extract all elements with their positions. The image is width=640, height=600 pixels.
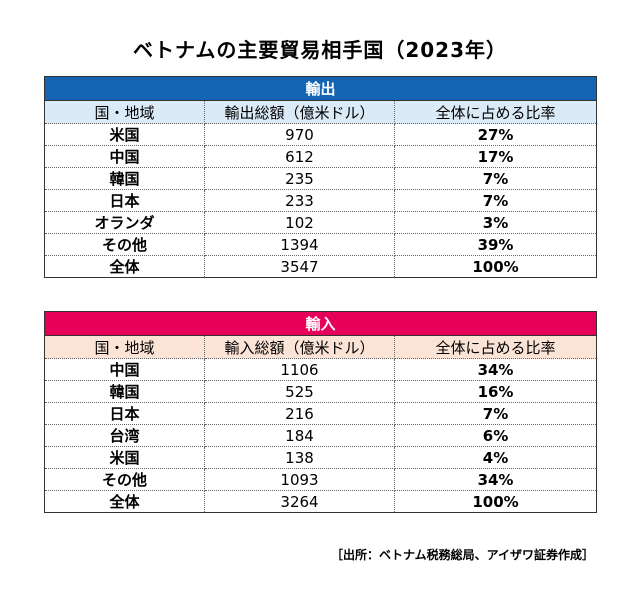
amount-cell: 216 — [204, 402, 395, 425]
column-header-region: 国・地域 — [44, 100, 205, 124]
country-cell: 韓国 — [44, 167, 205, 190]
country-cell: 米国 — [44, 446, 205, 469]
table-row: 中国 1106 34% — [44, 358, 598, 381]
column-header-region: 国・地域 — [44, 335, 205, 359]
amount-cell: 1394 — [204, 233, 395, 256]
amount-cell: 3547 — [204, 255, 395, 278]
table-row: 韓国 235 7% — [44, 167, 598, 190]
table-row: 台湾 184 6% — [44, 424, 598, 447]
import-section-header: 輸入 — [43, 311, 598, 336]
table-row: その他 1394 39% — [44, 233, 598, 256]
share-cell: 3% — [393, 211, 598, 234]
share-cell: 17% — [393, 145, 598, 168]
page-title: ベトナムの主要貿易相手国（2023年） — [132, 38, 508, 62]
import-column-header-row: 国・地域 輸入総額（億米ドル） 全体に占める比率 — [44, 335, 598, 359]
share-cell: 100% — [393, 490, 598, 513]
amount-cell: 612 — [204, 145, 395, 168]
amount-cell: 525 — [204, 380, 395, 403]
country-cell: 韓国 — [44, 380, 205, 403]
country-cell: 日本 — [44, 189, 205, 212]
table-row: 中国 612 17% — [44, 145, 598, 168]
table-row: 日本 216 7% — [44, 402, 598, 425]
share-cell: 4% — [393, 446, 598, 469]
column-header-share: 全体に占める比率 — [393, 100, 598, 124]
country-cell: 全体 — [44, 490, 205, 513]
source-note: ［出所：ベトナム税務総局、アイザワ証券作成］ — [330, 548, 594, 562]
country-cell: 中国 — [44, 358, 205, 381]
column-header-import-amount: 輸入総額（億米ドル） — [204, 335, 395, 359]
share-cell: 34% — [393, 358, 598, 381]
share-cell: 7% — [393, 402, 598, 425]
table-row: 日本 233 7% — [44, 189, 598, 212]
share-cell: 34% — [393, 468, 598, 491]
amount-cell: 233 — [204, 189, 395, 212]
table-row: オランダ 102 3% — [44, 211, 598, 234]
share-cell: 6% — [393, 424, 598, 447]
amount-cell: 235 — [204, 167, 395, 190]
table-row: その他 1093 34% — [44, 468, 598, 491]
country-cell: 台湾 — [44, 424, 205, 447]
country-cell: 全体 — [44, 255, 205, 278]
country-cell: 中国 — [44, 145, 205, 168]
table-row-total: 全体 3547 100% — [44, 255, 598, 278]
export-section-header: 輸出 — [43, 76, 598, 101]
share-cell: 7% — [393, 189, 598, 212]
country-cell: 米国 — [44, 123, 205, 146]
column-header-export-amount: 輸出総額（億米ドル） — [204, 100, 395, 124]
share-cell: 100% — [393, 255, 598, 278]
amount-cell: 102 — [204, 211, 395, 234]
share-cell: 27% — [393, 123, 598, 146]
share-cell: 7% — [393, 167, 598, 190]
country-cell: 日本 — [44, 402, 205, 425]
column-header-share: 全体に占める比率 — [393, 335, 598, 359]
country-cell: その他 — [44, 468, 205, 491]
table-row: 米国 138 4% — [44, 446, 598, 469]
table-row-total: 全体 3264 100% — [44, 490, 598, 513]
country-cell: その他 — [44, 233, 205, 256]
amount-cell: 1106 — [204, 358, 395, 381]
table-row: 米国 970 27% — [44, 123, 598, 146]
country-cell: オランダ — [44, 211, 205, 234]
amount-cell: 3264 — [204, 490, 395, 513]
table-row: 韓国 525 16% — [44, 380, 598, 403]
share-cell: 39% — [393, 233, 598, 256]
amount-cell: 970 — [204, 123, 395, 146]
amount-cell: 138 — [204, 446, 395, 469]
export-table: 輸出 国・地域 輸出総額（億米ドル） 全体に占める比率 米国 970 27% 中国 6… — [43, 76, 598, 278]
import-table: 輸入 国・地域 輸入総額（億米ドル） 全体に占める比率 中国 1106 34% 韓国… — [43, 311, 598, 513]
export-column-header-row: 国・地域 輸出総額（億米ドル） 全体に占める比率 — [44, 100, 598, 124]
amount-cell: 184 — [204, 424, 395, 447]
amount-cell: 1093 — [204, 468, 395, 491]
share-cell: 16% — [393, 380, 598, 403]
